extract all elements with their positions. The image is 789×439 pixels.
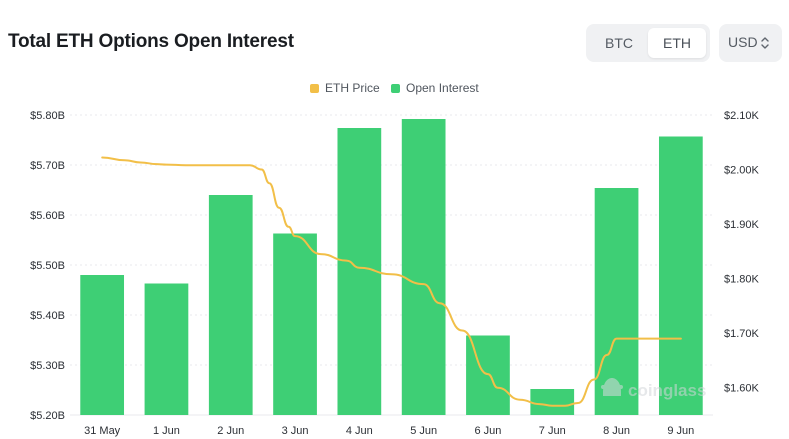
open-interest-bar[interactable] bbox=[208, 195, 253, 415]
x-tick-label: 2 Jun bbox=[217, 425, 244, 437]
x-tick-label: 8 Jun bbox=[603, 425, 630, 437]
y-left-tick-label: $5.70B bbox=[30, 160, 65, 172]
watermark: coinglass bbox=[601, 378, 706, 400]
chart-legend: ETH Price Open Interest bbox=[0, 80, 789, 96]
y-axis-right: $1.60K $1.70K $1.80K $1.90K $2.00K $2.10K bbox=[724, 110, 760, 395]
y-left-tick-label: $5.60B bbox=[30, 210, 65, 222]
chevron-up-down-icon bbox=[761, 37, 769, 49]
open-interest-bar[interactable] bbox=[80, 275, 125, 415]
y-left-tick-label: $5.50B bbox=[30, 260, 65, 272]
btc-toggle-button[interactable]: BTC bbox=[605, 35, 633, 51]
eth-price-line[interactable] bbox=[101, 156, 682, 407]
asset-toggle: BTC ETH bbox=[586, 24, 710, 62]
open-interest-bar[interactable] bbox=[658, 136, 703, 416]
open-interest-bar[interactable] bbox=[337, 128, 382, 415]
line-series bbox=[101, 156, 682, 407]
x-tick-label: 6 Jun bbox=[474, 425, 501, 437]
y-right-tick-label: $1.70K bbox=[724, 328, 760, 340]
currency-value: USD bbox=[728, 34, 758, 50]
x-tick-label: 4 Jun bbox=[346, 425, 373, 437]
y-left-tick-label: $5.80B bbox=[30, 110, 65, 122]
x-tick-label: 3 Jun bbox=[282, 425, 309, 437]
coinglass-logo-icon bbox=[601, 378, 623, 396]
legend-swatch-eth-price bbox=[310, 84, 319, 93]
y-axis-left: $5.20B $5.30B $5.40B $5.50B $5.60B $5.70B $5.8… bbox=[30, 110, 65, 422]
x-tick-label: 31 May bbox=[84, 425, 121, 437]
open-interest-bar[interactable] bbox=[401, 119, 446, 415]
currency-select[interactable]: USD bbox=[719, 24, 782, 62]
open-interest-bar[interactable] bbox=[530, 389, 575, 415]
y-left-tick-label: $5.30B bbox=[30, 360, 65, 372]
bar-series bbox=[80, 119, 703, 416]
eth-toggle-button[interactable]: ETH bbox=[648, 28, 706, 58]
legend-swatch-open-interest bbox=[391, 84, 400, 93]
y-right-tick-label: $1.90K bbox=[724, 219, 760, 231]
x-tick-label: 7 Jun bbox=[539, 425, 566, 437]
legend-label-eth-price: ETH Price bbox=[325, 81, 380, 95]
x-tick-label: 5 Jun bbox=[410, 425, 437, 437]
y-left-tick-label: $5.20B bbox=[30, 410, 65, 422]
page-title: Total ETH Options Open Interest bbox=[8, 31, 294, 52]
x-tick-label: 1 Jun bbox=[153, 425, 180, 437]
watermark-text: coinglass bbox=[628, 381, 706, 400]
x-tick-label: 9 Jun bbox=[667, 425, 694, 437]
x-axis: 31 May 1 Jun 2 Jun 3 Jun 4 Jun 5 Jun 6 Jun 7 Ju… bbox=[84, 425, 694, 437]
open-interest-bar[interactable] bbox=[594, 188, 639, 415]
legend-label-open-interest: Open Interest bbox=[406, 81, 479, 95]
y-right-tick-label: $1.60K bbox=[724, 383, 760, 395]
open-interest-bar[interactable] bbox=[144, 283, 189, 416]
y-right-tick-label: $1.80K bbox=[724, 274, 760, 286]
open-interest-bar[interactable] bbox=[273, 233, 317, 416]
y-right-tick-label: $2.00K bbox=[724, 165, 760, 177]
y-right-tick-label: $2.10K bbox=[724, 110, 760, 122]
y-left-tick-label: $5.40B bbox=[30, 310, 65, 322]
